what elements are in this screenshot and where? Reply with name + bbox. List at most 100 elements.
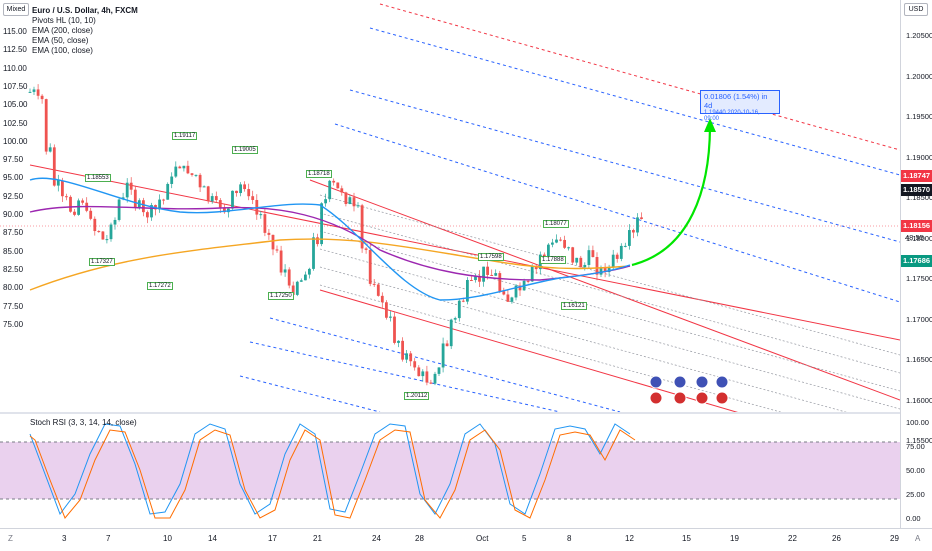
candle[interactable] [129, 182, 133, 190]
candle[interactable] [198, 174, 202, 188]
candle[interactable] [52, 147, 56, 186]
candle[interactable] [44, 99, 48, 152]
candle[interactable] [607, 267, 611, 273]
candle[interactable] [453, 318, 457, 320]
economic-event-icon[interactable] [715, 375, 729, 389]
candle[interactable] [186, 165, 190, 174]
stoch-rsi-canvas[interactable] [0, 414, 900, 528]
candle[interactable] [409, 353, 413, 362]
symbol-title[interactable]: Euro / U.S. Dollar, 4h, FXCM [32, 6, 138, 15]
candle[interactable] [619, 245, 623, 259]
candle[interactable] [93, 218, 97, 232]
price-chart-canvas[interactable] [0, 0, 901, 461]
candle[interactable] [389, 316, 392, 318]
candle[interactable] [194, 174, 198, 176]
candle[interactable] [478, 275, 481, 282]
economic-event-icon[interactable] [715, 391, 729, 405]
economic-event-icon[interactable] [673, 375, 687, 389]
pane-divider[interactable] [0, 412, 932, 414]
channel-line[interactable] [29, 164, 901, 341]
candle[interactable] [632, 230, 635, 233]
indicator-ema-200[interactable]: EMA (200, close) [32, 26, 93, 35]
candle[interactable] [587, 250, 591, 265]
indicator-ema-100[interactable]: EMA (100, close) [32, 46, 93, 55]
candle[interactable] [530, 266, 534, 282]
pitchfork-line[interactable] [319, 212, 901, 374]
candle[interactable] [579, 257, 583, 268]
pivot-label[interactable]: 1.17272 [147, 282, 173, 290]
candle[interactable] [397, 340, 400, 343]
candle[interactable] [380, 295, 384, 303]
candle[interactable] [461, 300, 465, 302]
candle[interactable] [356, 205, 360, 207]
candle[interactable] [295, 281, 299, 295]
auto-scale-button[interactable]: A [915, 534, 921, 543]
candle[interactable] [433, 373, 437, 384]
forecast-info-box[interactable]: 0.01806 (1.54%) in 4d 1.19440 2020-10-16… [700, 90, 780, 122]
candle[interactable] [385, 302, 388, 318]
candle[interactable] [328, 180, 332, 200]
ema-200-line[interactable] [29, 238, 631, 291]
candle[interactable] [429, 382, 433, 384]
time-axis[interactable] [0, 528, 932, 551]
candle[interactable] [174, 166, 178, 177]
candle[interactable] [340, 188, 344, 193]
candle[interactable] [32, 89, 36, 92]
candle[interactable] [210, 196, 214, 202]
pivot-label[interactable]: 1.18077 [543, 220, 569, 228]
candle[interactable] [559, 239, 562, 241]
candle[interactable] [158, 199, 161, 210]
candle[interactable] [259, 214, 263, 216]
candle[interactable] [304, 274, 307, 281]
pivot-label[interactable]: 1.16121 [561, 302, 587, 310]
candle[interactable] [243, 184, 246, 190]
currency-button[interactable]: USD [904, 3, 928, 16]
indicator-pivots[interactable]: Pivots HL (10, 10) [32, 16, 96, 25]
candle[interactable] [526, 280, 530, 282]
mixed-mode-button[interactable]: Mixed [3, 3, 29, 16]
candle[interactable] [542, 254, 546, 257]
candle[interactable] [376, 284, 380, 296]
candle[interactable] [583, 264, 587, 268]
trend-channel-line[interactable] [334, 123, 901, 303]
candle[interactable] [413, 361, 417, 368]
candle[interactable] [320, 203, 323, 245]
candle[interactable] [534, 266, 538, 270]
candle[interactable] [393, 316, 396, 343]
candle[interactable] [623, 245, 627, 247]
candle[interactable] [287, 269, 291, 286]
candle[interactable] [506, 294, 510, 302]
pivot-label[interactable]: 1.18718 [306, 170, 332, 178]
candle[interactable] [628, 230, 631, 246]
candle[interactable] [344, 192, 348, 205]
candle[interactable] [77, 200, 80, 215]
candle[interactable] [263, 214, 267, 233]
candle[interactable] [231, 190, 234, 209]
candle[interactable] [283, 269, 287, 273]
candle[interactable] [437, 367, 441, 374]
candle[interactable] [425, 371, 429, 383]
candle[interactable] [348, 197, 352, 205]
pivot-label[interactable]: 1.18553 [85, 174, 111, 182]
candle[interactable] [202, 186, 206, 188]
candle[interactable] [28, 91, 32, 93]
candle[interactable] [65, 196, 68, 198]
pivot-label[interactable]: 1.17250 [268, 292, 294, 300]
trend-channel-line[interactable] [269, 317, 621, 413]
candle[interactable] [571, 247, 575, 263]
candle[interactable] [162, 199, 165, 201]
candle[interactable] [567, 247, 570, 249]
price-tag[interactable]: 1.18156 [901, 220, 932, 232]
candle[interactable] [223, 207, 226, 213]
trend-channel-line[interactable] [349, 89, 901, 243]
candle[interactable] [575, 257, 579, 263]
candle[interactable] [308, 268, 311, 275]
main-chart-pane[interactable] [0, 0, 901, 461]
candle[interactable] [405, 353, 408, 360]
candle[interactable] [457, 300, 461, 319]
candle[interactable] [89, 210, 93, 219]
candle[interactable] [125, 182, 129, 198]
timezone-button[interactable]: Z [8, 534, 13, 543]
candle[interactable] [360, 205, 364, 249]
pivot-label[interactable]: 1.19005 [232, 146, 258, 154]
